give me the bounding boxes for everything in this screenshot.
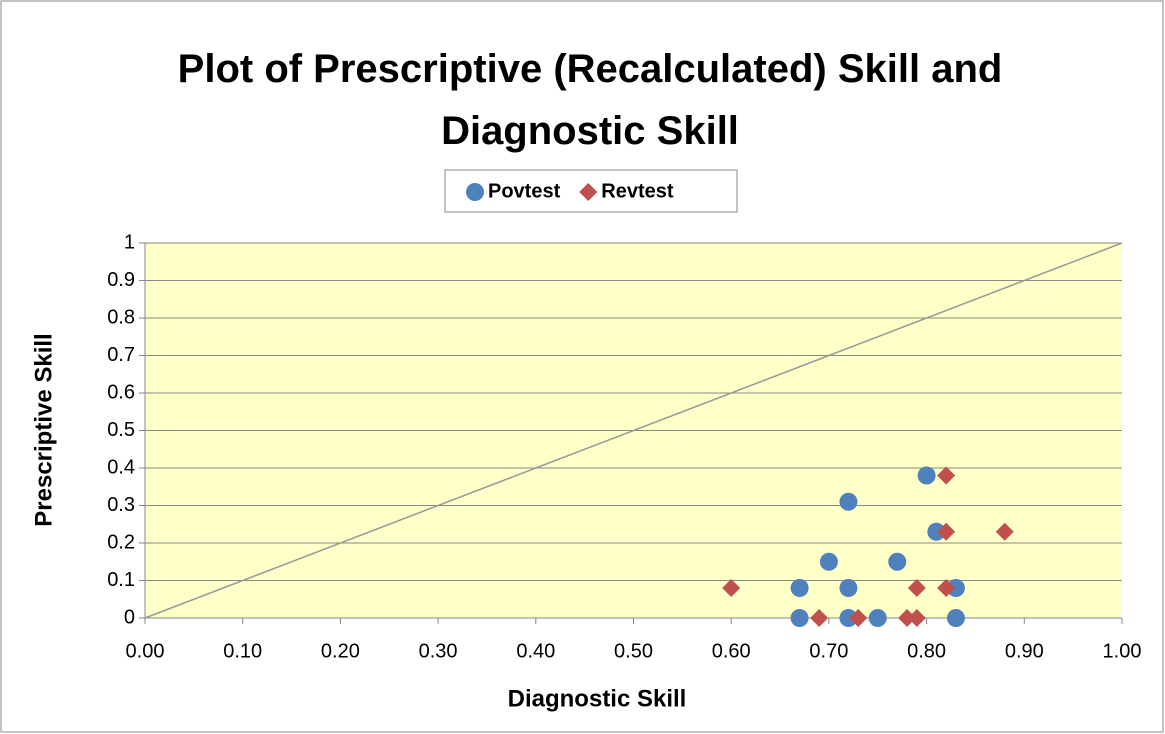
y-tick-label: 0.7 <box>107 344 135 366</box>
x-tick-label: 0.10 <box>223 640 262 662</box>
x-tick-label: 0.90 <box>1005 640 1044 662</box>
data-point <box>790 579 809 597</box>
data-point <box>937 466 956 485</box>
data-point <box>937 522 956 541</box>
data-point <box>907 579 926 597</box>
data-point <box>849 609 868 627</box>
legend-marker <box>579 183 598 201</box>
data-point <box>722 579 741 597</box>
x-axis-label: Diagnostic Skill <box>508 685 687 712</box>
x-tick-label: 0.80 <box>907 640 946 662</box>
y-tick-label: 0.8 <box>107 306 135 328</box>
x-tick-label: 1.00 <box>1103 640 1142 662</box>
data-point <box>888 552 907 571</box>
reference-line <box>144 242 1123 619</box>
x-tick-label: 0.70 <box>809 640 848 662</box>
y-axis-label: Prescriptive Skill <box>30 333 57 526</box>
y-tick-label: 0.9 <box>107 269 135 291</box>
data-point <box>819 552 838 571</box>
x-tick-label: 0.30 <box>419 640 458 662</box>
data-point <box>907 609 926 627</box>
y-tick-label: 0.4 <box>107 456 135 478</box>
y-tick-label: 0.2 <box>107 531 135 553</box>
x-tick-label: 0.20 <box>321 640 360 662</box>
data-point <box>937 579 956 597</box>
y-tick-label: 0.6 <box>107 381 135 403</box>
x-tick-label: 0.60 <box>712 640 751 662</box>
data-point <box>995 522 1014 541</box>
data-point <box>839 609 858 627</box>
data-point <box>810 609 829 627</box>
y-tick-label: 0.5 <box>107 419 135 441</box>
data-point <box>946 609 965 627</box>
data-point <box>946 579 965 597</box>
y-tick-label: 1 <box>124 231 135 253</box>
data-point <box>868 609 887 627</box>
data-point <box>917 466 936 485</box>
y-tick-label: 0.1 <box>107 569 135 591</box>
data-point <box>927 522 946 541</box>
x-tick-label: 0.50 <box>614 640 653 662</box>
legend-marker <box>466 183 484 201</box>
x-tick-label: 0.00 <box>126 640 165 662</box>
chart-title: Plot of Prescriptive (Recalculated) Skil… <box>177 47 1003 153</box>
y-tick-label: 0 <box>124 606 135 628</box>
y-tick-label: 0.3 <box>107 494 135 516</box>
data-point <box>790 609 809 627</box>
legend-label: Povtest <box>488 180 561 202</box>
legend-label: Revtest <box>601 180 674 202</box>
data-point <box>839 579 858 597</box>
data-point <box>898 609 917 627</box>
data-point <box>839 492 858 511</box>
x-tick-label: 0.40 <box>516 640 555 662</box>
